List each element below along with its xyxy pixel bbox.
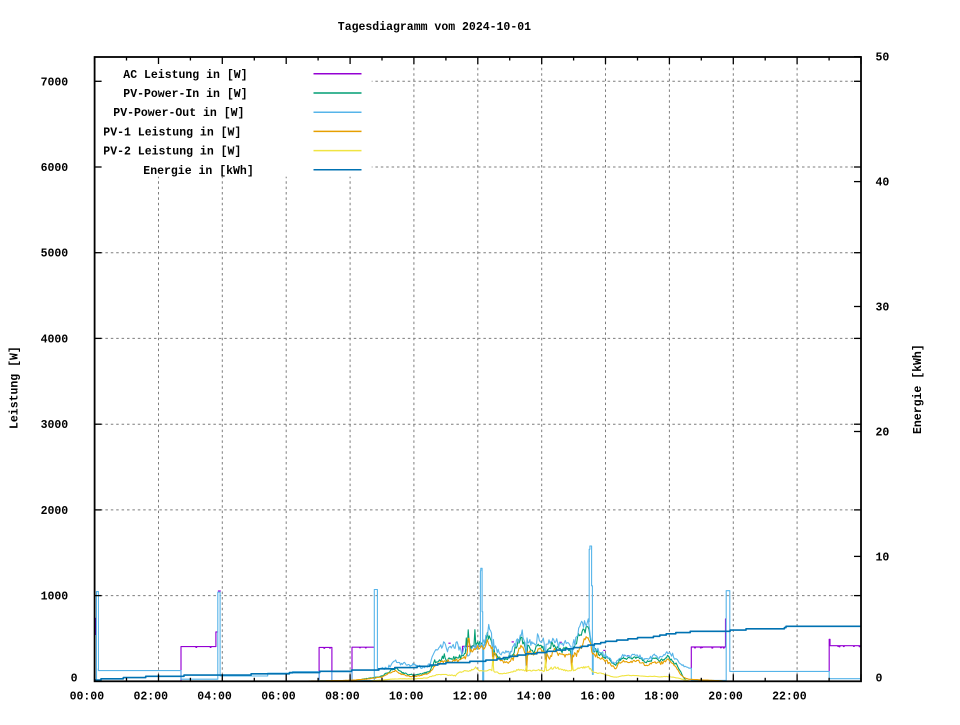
svg-text:AC Leistung in [W]: AC Leistung in [W] bbox=[123, 69, 247, 82]
svg-text:PV-1 Leistung in [W]: PV-1 Leistung in [W] bbox=[103, 126, 241, 139]
svg-text:4000: 4000 bbox=[41, 333, 69, 346]
svg-text:14:00: 14:00 bbox=[517, 691, 552, 704]
svg-text:Energie [kWh]: Energie [kWh] bbox=[912, 344, 925, 434]
svg-text:08:00: 08:00 bbox=[325, 691, 360, 704]
svg-text:50: 50 bbox=[876, 52, 890, 65]
svg-text:10:00: 10:00 bbox=[389, 691, 424, 704]
svg-text:12:00: 12:00 bbox=[453, 691, 488, 704]
svg-text:22:00: 22:00 bbox=[772, 691, 807, 704]
svg-text:PV-Power-Out in [W]: PV-Power-Out in [W] bbox=[113, 107, 244, 120]
svg-text:7000: 7000 bbox=[41, 76, 69, 89]
svg-text:Leistung [W]: Leistung [W] bbox=[9, 346, 22, 429]
svg-text:30: 30 bbox=[876, 302, 890, 315]
svg-text:40: 40 bbox=[876, 177, 890, 190]
svg-text:00:00: 00:00 bbox=[70, 691, 105, 704]
svg-text:6000: 6000 bbox=[41, 162, 69, 175]
svg-text:20: 20 bbox=[876, 427, 890, 440]
svg-text:PV-Power-In in [W]: PV-Power-In in [W] bbox=[123, 88, 247, 101]
svg-text:Energie in [kWh]: Energie in [kWh] bbox=[143, 165, 253, 178]
svg-text:Tagesdiagramm vom 2024-10-01: Tagesdiagramm vom 2024-10-01 bbox=[338, 21, 531, 34]
svg-text:02:00: 02:00 bbox=[134, 691, 169, 704]
svg-text:18:00: 18:00 bbox=[644, 691, 679, 704]
svg-text:0: 0 bbox=[71, 673, 78, 686]
svg-text:PV-2 Leistung in [W]: PV-2 Leistung in [W] bbox=[103, 146, 241, 159]
svg-text:20:00: 20:00 bbox=[708, 691, 743, 704]
svg-text:10: 10 bbox=[876, 551, 890, 564]
svg-text:2000: 2000 bbox=[41, 505, 69, 518]
svg-text:04:00: 04:00 bbox=[197, 691, 232, 704]
svg-text:06:00: 06:00 bbox=[261, 691, 296, 704]
svg-text:16:00: 16:00 bbox=[581, 691, 616, 704]
svg-text:1000: 1000 bbox=[41, 591, 69, 604]
svg-text:0: 0 bbox=[876, 673, 883, 686]
svg-text:3000: 3000 bbox=[41, 419, 69, 432]
svg-text:5000: 5000 bbox=[41, 248, 69, 261]
